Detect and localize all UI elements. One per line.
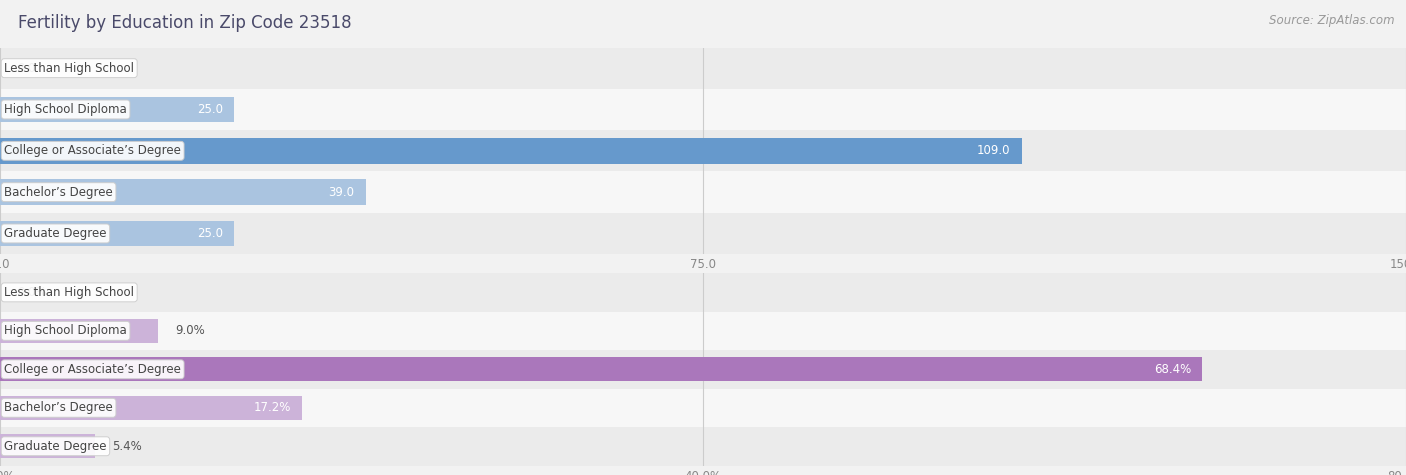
Bar <box>0 319 157 343</box>
Text: 25.0: 25.0 <box>197 227 224 240</box>
Text: Less than High School: Less than High School <box>4 286 134 299</box>
Text: 0.0%: 0.0% <box>17 286 46 299</box>
Bar <box>0 138 1022 163</box>
Text: Bachelor’s Degree: Bachelor’s Degree <box>4 401 112 414</box>
Bar <box>0 130 1406 171</box>
Text: Graduate Degree: Graduate Degree <box>4 440 107 453</box>
Text: 39.0: 39.0 <box>329 186 354 199</box>
Text: 25.0: 25.0 <box>197 103 224 116</box>
Text: High School Diploma: High School Diploma <box>4 324 127 337</box>
Bar <box>0 89 1406 130</box>
Bar <box>0 396 302 420</box>
Bar <box>0 312 1406 350</box>
Bar <box>0 434 96 458</box>
Text: Fertility by Education in Zip Code 23518: Fertility by Education in Zip Code 23518 <box>18 14 352 32</box>
Text: Bachelor’s Degree: Bachelor’s Degree <box>4 186 112 199</box>
Text: College or Associate’s Degree: College or Associate’s Degree <box>4 144 181 157</box>
Bar <box>0 171 1406 213</box>
Bar <box>0 427 1406 466</box>
Text: Source: ZipAtlas.com: Source: ZipAtlas.com <box>1270 14 1395 27</box>
Text: 0.0: 0.0 <box>17 62 35 75</box>
Bar <box>0 357 1202 381</box>
Bar <box>0 221 235 246</box>
Text: 17.2%: 17.2% <box>253 401 291 414</box>
Bar <box>0 389 1406 427</box>
Text: 5.4%: 5.4% <box>112 440 142 453</box>
Bar <box>0 48 1406 89</box>
Bar <box>0 180 366 205</box>
Text: 68.4%: 68.4% <box>1154 363 1191 376</box>
Text: Graduate Degree: Graduate Degree <box>4 227 107 240</box>
Text: College or Associate’s Degree: College or Associate’s Degree <box>4 363 181 376</box>
Bar <box>0 213 1406 254</box>
Text: 9.0%: 9.0% <box>174 324 205 337</box>
Bar <box>0 273 1406 312</box>
Text: 109.0: 109.0 <box>977 144 1011 157</box>
Text: Less than High School: Less than High School <box>4 62 134 75</box>
Bar <box>0 350 1406 389</box>
Bar <box>0 97 235 122</box>
Text: High School Diploma: High School Diploma <box>4 103 127 116</box>
